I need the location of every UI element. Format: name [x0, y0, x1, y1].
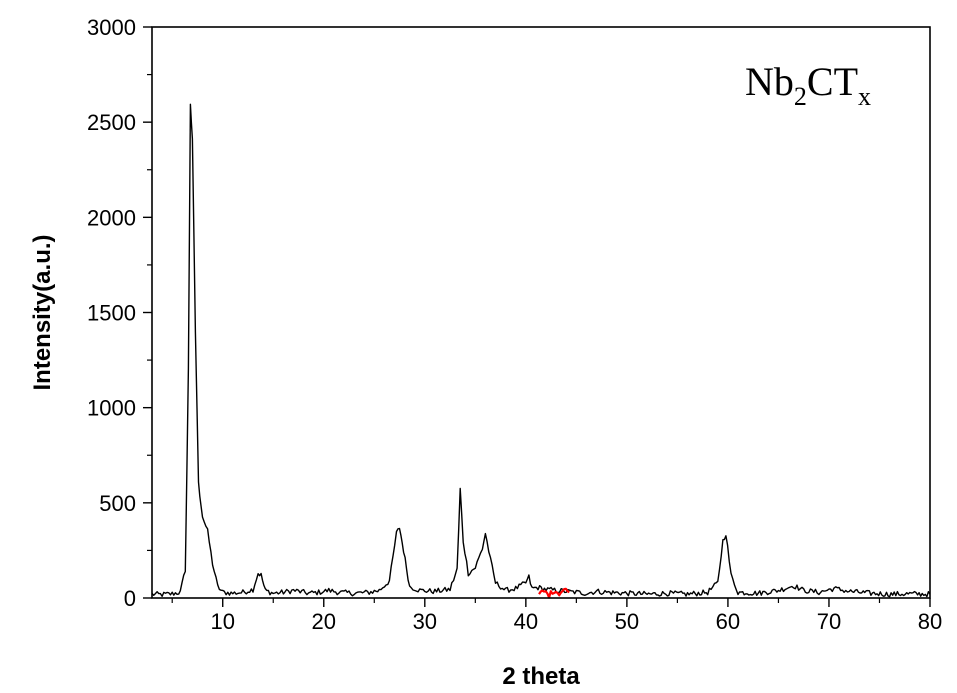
x-axis-title: 2 theta: [502, 663, 580, 690]
x-tick-label: 70: [817, 609, 841, 634]
compound-annotation: Nb2CTx: [745, 59, 871, 111]
x-tick-label: 50: [615, 609, 639, 634]
series-layer: [151, 103, 931, 599]
y-tick-label: 2000: [87, 205, 136, 230]
plot-frame: [151, 26, 931, 599]
annotation-sub2: x: [858, 82, 871, 111]
y-tick-label: 2500: [87, 110, 136, 135]
y-tick-label: 500: [99, 491, 136, 516]
x-tick-label: 80: [918, 609, 942, 634]
annotation-main: Nb: [745, 59, 794, 104]
series-line-red: [538, 587, 570, 599]
annotation-mid: CT: [807, 59, 858, 104]
ticks-layer: [143, 26, 931, 607]
x-tick-label: 20: [312, 609, 336, 634]
x-tick-label: 40: [514, 609, 538, 634]
x-tick-label: 30: [413, 609, 437, 634]
y-tick-label: 0: [124, 586, 136, 611]
y-axis-title: Intensity(a.u.): [29, 234, 56, 390]
y-tick-label: 3000: [87, 15, 136, 40]
y-tick-label: 1500: [87, 301, 136, 326]
x-tick-label: 10: [210, 609, 234, 634]
labels-layer: 10 20 30 40 50 60 70 80 0 500 1000 1500 2000 2500 3000: [87, 15, 942, 634]
annotation-sub1: 2: [794, 82, 807, 111]
x-tick-label: 60: [716, 609, 740, 634]
series-line-black: [151, 103, 931, 598]
y-tick-label: 1000: [87, 396, 136, 421]
